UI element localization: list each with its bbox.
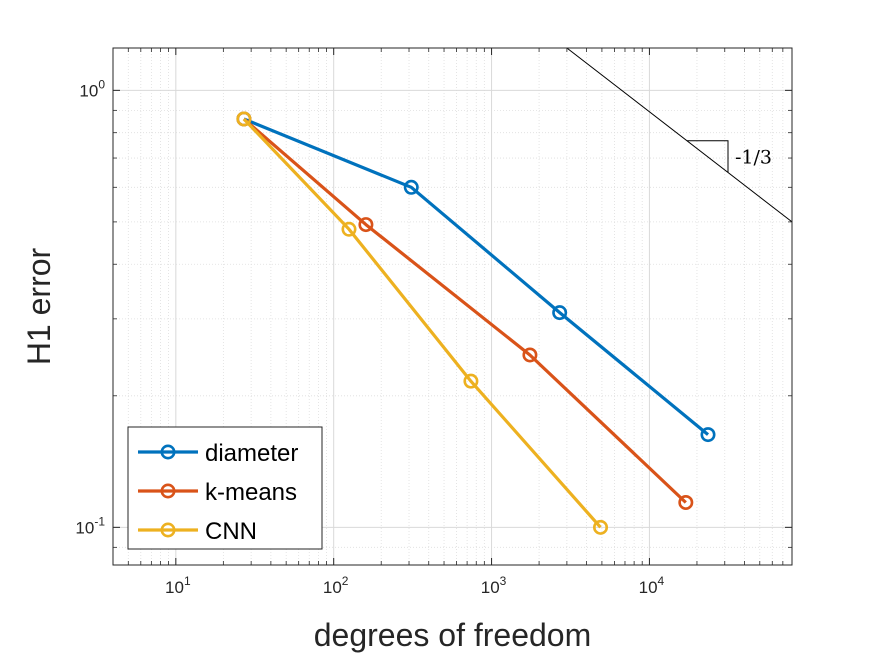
x-tick-labels: 101 102 103 104 xyxy=(165,574,665,597)
legend-label: k-means xyxy=(205,479,297,506)
legend-marker xyxy=(160,483,176,499)
series-layer xyxy=(236,111,716,535)
legend-label: diameter xyxy=(205,440,298,467)
legend-marker xyxy=(160,444,176,460)
x-axis-label: degrees of freedom xyxy=(314,617,592,653)
legend-item-CNN: CNN xyxy=(138,518,257,545)
y-tick-label: 10-1 xyxy=(75,514,105,537)
slope-reference-line xyxy=(566,47,793,223)
x-tick-label: 101 xyxy=(165,574,191,597)
data-point xyxy=(463,373,479,389)
y-tick-label: 100 xyxy=(79,77,105,100)
y-axis-label: H1 error xyxy=(21,247,57,365)
legend: diameter k-means CNN xyxy=(127,426,323,550)
x-tick-label: 104 xyxy=(639,574,665,597)
data-point xyxy=(700,427,716,443)
legend-label: CNN xyxy=(205,518,257,545)
data-point xyxy=(358,217,374,233)
legend-item-diameter: diameter xyxy=(138,440,298,467)
major-grid xyxy=(113,48,792,565)
y-tick-labels: 10-1 100 xyxy=(75,77,105,537)
data-point xyxy=(403,179,419,195)
legend-item-k-means: k-means xyxy=(138,479,297,506)
data-point xyxy=(593,519,609,535)
data-point xyxy=(236,111,252,127)
slope-triangle xyxy=(687,140,729,173)
x-tick-label: 103 xyxy=(481,574,507,597)
legend-marker xyxy=(160,522,176,538)
data-point xyxy=(341,221,357,237)
data-point xyxy=(522,347,538,363)
x-tick-label: 102 xyxy=(323,574,349,597)
series-line xyxy=(242,117,687,504)
series-line xyxy=(243,117,710,436)
plot-border xyxy=(112,47,793,566)
data-point xyxy=(678,494,694,510)
slope-annotation: -1/3 xyxy=(566,47,793,223)
axis-ticks xyxy=(112,48,793,565)
data-point xyxy=(552,305,568,321)
series-line xyxy=(242,117,602,529)
series-CNN xyxy=(236,111,609,535)
slope-label: -1/3 xyxy=(735,147,772,169)
minor-grid xyxy=(112,48,793,565)
